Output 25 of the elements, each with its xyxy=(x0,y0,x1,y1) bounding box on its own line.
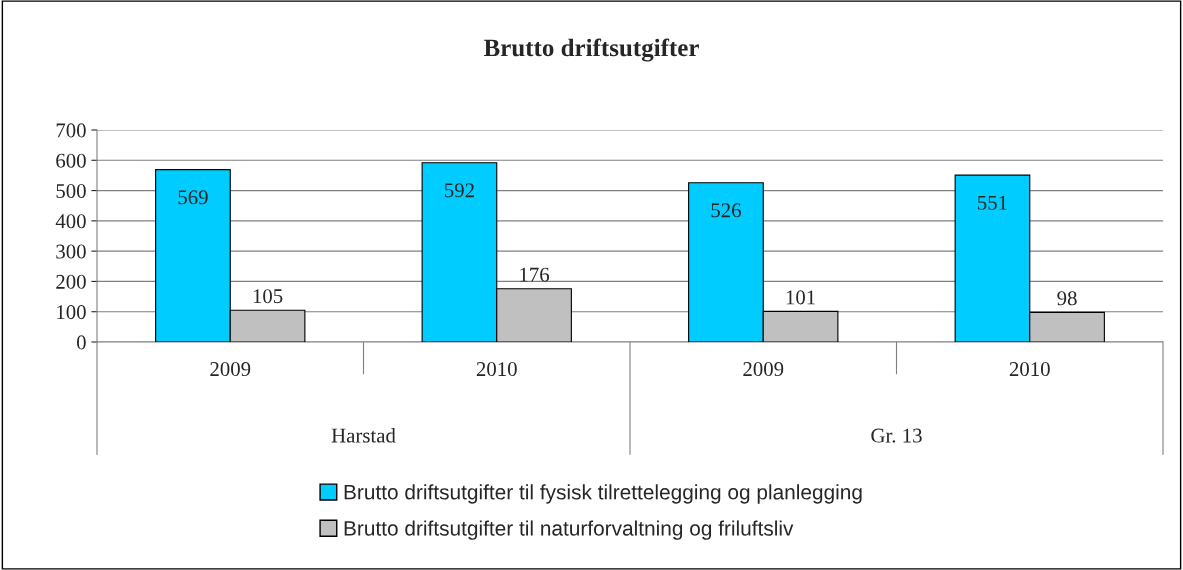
y-tick-label: 500 xyxy=(56,183,86,198)
data-label: 176 xyxy=(520,267,550,282)
chart-title: Brutto driftsutgifter xyxy=(483,38,699,62)
data-label: 101 xyxy=(786,290,815,305)
legend-label: Brutto driftsutgifter til fysisk tilrettelegging og planlegging xyxy=(344,484,862,504)
data-label: 592 xyxy=(445,183,474,198)
text: Gr. 13 xyxy=(871,428,922,443)
data-label: 105 xyxy=(253,289,283,304)
y-tick-label: 700 xyxy=(56,123,86,138)
y-tick-label: 300 xyxy=(56,244,86,259)
text: Harstad xyxy=(331,427,396,443)
y-tick-label: 400 xyxy=(55,214,86,229)
x-tick-label: 2010 xyxy=(476,362,517,377)
x-tick-label: 2010 xyxy=(1009,362,1050,377)
y-tick-label: 200 xyxy=(56,274,86,289)
x-tick-label: 2009 xyxy=(743,362,784,377)
data-label: 526 xyxy=(711,203,741,218)
y-tick-label: 0 xyxy=(76,335,86,350)
data-label: 551 xyxy=(978,195,1007,210)
data-label: 98 xyxy=(1057,291,1077,306)
y-tick-label: 100 xyxy=(57,305,86,320)
x-tick-label: 2009 xyxy=(210,362,251,377)
data-label: 569 xyxy=(178,190,208,205)
y-tick-label: 600 xyxy=(56,153,86,168)
legend-label: Brutto driftsutgifter til naturforvaltning og friluftsliv xyxy=(344,520,794,540)
